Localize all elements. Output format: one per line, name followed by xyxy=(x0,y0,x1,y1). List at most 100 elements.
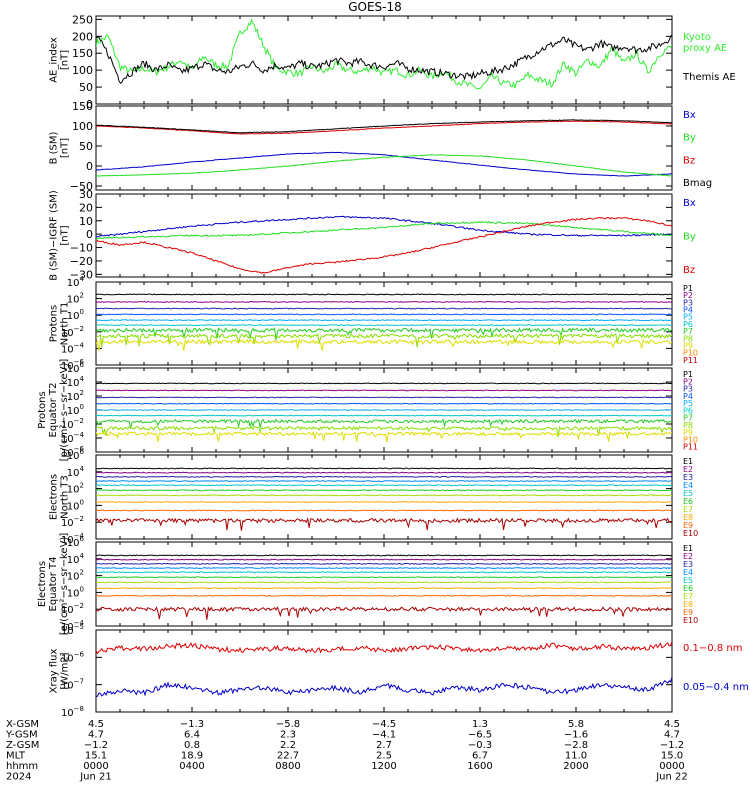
series-line-eeq-4 xyxy=(96,571,672,574)
legend-label-pnorth-1: P2 xyxy=(683,291,693,300)
y-tick-label-bres: 0 xyxy=(86,228,93,241)
ephemeris-row-label: X-GSM xyxy=(6,719,39,730)
ephemeris-value: 2000 xyxy=(563,761,588,772)
y-axis-label-ae: [nT] xyxy=(60,50,71,70)
ephemeris-value: −5.8 xyxy=(276,719,300,730)
y-tick-label-ae: 150 xyxy=(72,47,93,60)
series-line-enorth-1 xyxy=(96,471,672,474)
legend-label-peq-9: P10 xyxy=(683,435,698,444)
legend-label-eeq-6: E7 xyxy=(683,592,693,601)
legend-label-eeq-1: E2 xyxy=(683,552,693,561)
ephemeris-value: 15.0 xyxy=(661,751,683,762)
y-tick-label-bres: −20 xyxy=(70,255,93,268)
legend-label-bres-0: Bx xyxy=(683,198,696,209)
y-axis-label-peq: [p/(cm²−s−sr−keV)] xyxy=(59,359,70,462)
ephemeris-value: −1.2 xyxy=(660,740,684,751)
ephemeris-value: −1.2 xyxy=(84,740,108,751)
ephemeris-value: 1600 xyxy=(467,761,492,772)
legend-label-enorth-7: E8 xyxy=(683,513,693,522)
legend-label-eeq-5: E6 xyxy=(683,584,693,593)
ephemeris-value: 11.0 xyxy=(565,751,587,762)
ephemeris-value: 4.7 xyxy=(664,730,680,741)
series-line-peq-2 xyxy=(96,396,672,399)
legend-label-enorth-3: E4 xyxy=(683,481,693,490)
ephemeris-row-label: 2024 xyxy=(6,772,31,783)
y-tick-label-bsm: 0 xyxy=(86,160,93,173)
ephemeris-value: −6.5 xyxy=(468,730,492,741)
y-axis-label-bres: B (SM)−IGRF (SM) xyxy=(49,190,60,281)
ephemeris-value: −0.3 xyxy=(468,740,492,751)
legend-label-bres-1: By xyxy=(683,232,696,243)
y-tick-label-bsm: 100 xyxy=(72,120,93,133)
series-line-eeq-6 xyxy=(96,581,672,584)
series-line-eeq-0 xyxy=(96,554,672,557)
legend-label-eeq-2: E3 xyxy=(683,560,693,569)
legend-label-enorth-4: E5 xyxy=(683,489,693,498)
series-line-peq-4 xyxy=(96,409,672,411)
ephemeris-row-label: Z-GSM xyxy=(6,740,39,751)
legend-label-eeq-9: E10 xyxy=(683,616,698,625)
y-tick-label-bsm: 150 xyxy=(72,100,93,113)
chart-title: GOES-18 xyxy=(348,0,402,14)
legend-label-xray-0: 0.1−0.8 nm xyxy=(683,643,742,654)
ephemeris-row-label: MLT xyxy=(6,751,26,762)
y-tick-label-enorth: 106 xyxy=(67,448,85,462)
ephemeris-value: 6.7 xyxy=(472,751,488,762)
y-axis-label-bres: [nT] xyxy=(60,225,71,245)
ephemeris-value: 22.7 xyxy=(277,751,299,762)
y-tick-label-ae: 200 xyxy=(72,30,93,43)
y-axis-label-peq: Equator T2 xyxy=(48,383,59,438)
series-line-pnorth-0 xyxy=(96,293,672,296)
y-tick-label-pnorth: 104 xyxy=(67,275,85,289)
series-line-peq-3 xyxy=(96,402,672,405)
ephemeris-value: −4.1 xyxy=(372,730,396,741)
legend-label-bsm-0: Bx xyxy=(683,110,696,121)
series-line-bsm-0 xyxy=(96,151,672,177)
legend-label-pnorth-6: P7 xyxy=(683,327,693,336)
ephemeris-value: −1.6 xyxy=(564,730,588,741)
legend-label-pnorth-5: P6 xyxy=(683,320,693,329)
y-axis-label-eeq: Equator T4 xyxy=(48,557,59,612)
series-line-bres-0 xyxy=(96,215,672,238)
legend-label-bsm-3: Bmag xyxy=(683,178,712,189)
series-line-pnorth-3 xyxy=(96,313,672,316)
y-axis-label-enorth: Electrons xyxy=(49,474,60,520)
series-line-eeq-9 xyxy=(96,605,672,620)
y-tick-label-bres: 30 xyxy=(79,188,93,201)
series-line-eeq-3 xyxy=(96,567,672,570)
ephemeris-value: 5.8 xyxy=(568,719,584,730)
legend-label-pnorth-3: P4 xyxy=(683,306,693,315)
series-line-pnorth-6 xyxy=(96,326,672,341)
ephemeris-value: 0800 xyxy=(275,761,300,772)
y-axis-label-enorth: North T3 xyxy=(60,475,71,519)
y-tick-label-bres: 10 xyxy=(79,215,93,228)
legend-label-bsm-1: By xyxy=(683,133,696,144)
legend-label-peq-1: P2 xyxy=(683,377,693,386)
ephemeris-value: 6.4 xyxy=(184,730,200,741)
legend-label-pnorth-9: P10 xyxy=(683,349,698,358)
series-line-ae-0 xyxy=(96,18,672,90)
series-line-enorth-8 xyxy=(96,509,672,512)
y-axis-label-pnorth: Protons xyxy=(49,305,60,342)
legend-label-ae-0: proxy AE xyxy=(683,43,727,54)
series-line-eeq-1 xyxy=(96,558,672,561)
y-tick-label-xray: 10−8 xyxy=(61,705,84,719)
legend-label-peq-4: P5 xyxy=(683,399,693,408)
series-line-pnorth-1 xyxy=(96,300,672,303)
series-line-enorth-3 xyxy=(96,480,672,483)
series-line-enorth-7 xyxy=(96,501,672,504)
legend-label-peq-6: P7 xyxy=(683,414,693,423)
series-line-pnorth-7 xyxy=(96,332,672,348)
ephemeris-value: 1200 xyxy=(371,761,396,772)
series-line-bsm-1 xyxy=(96,154,672,177)
legend-label-eeq-8: E9 xyxy=(683,608,693,617)
ephemeris-value: 4.7 xyxy=(88,730,104,741)
y-axis-label-pnorth: North T1 xyxy=(60,302,71,346)
legend-label-pnorth-4: P5 xyxy=(683,313,693,322)
series-line-enorth-9 xyxy=(96,516,672,531)
legend-label-pnorth-0: P1 xyxy=(683,284,693,293)
legend-label-eeq-4: E5 xyxy=(683,576,693,585)
series-line-peq-1 xyxy=(96,389,672,392)
ephemeris-value: 0000 xyxy=(83,761,108,772)
series-line-pnorth-4 xyxy=(96,319,672,322)
